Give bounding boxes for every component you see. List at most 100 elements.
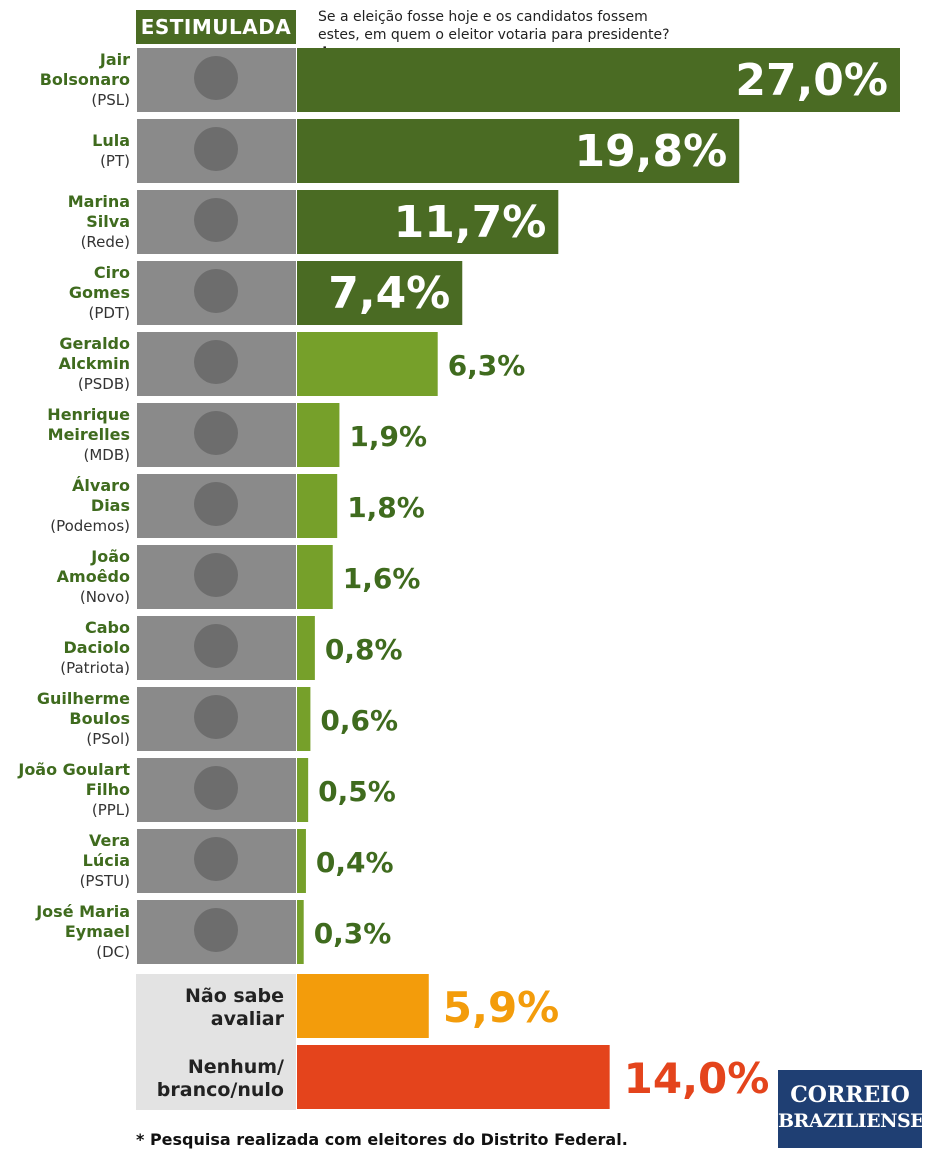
candidate-party: (PSTU): [80, 872, 130, 890]
portrait-icon: [194, 482, 238, 526]
value-label: 0,6%: [320, 704, 398, 737]
other-answer-label: branco/nulo: [157, 1079, 284, 1101]
candidate-name: João Goulart: [17, 760, 130, 779]
candidate-name: Amoêdo: [57, 567, 130, 586]
candidate-name: Silva: [86, 212, 130, 231]
candidate-name: Ciro: [94, 263, 130, 282]
logo-line-2: BRAZILIENSE: [778, 1110, 925, 1132]
portrait-icon: [194, 198, 238, 242]
portrait-icon: [194, 837, 238, 881]
candidate-name: Bolsonaro: [40, 70, 130, 89]
bar: [297, 403, 340, 467]
value-label: 14,0%: [624, 1054, 770, 1103]
portrait-icon: [194, 340, 238, 384]
candidate-name: Geraldo: [59, 334, 130, 353]
correio-braziliense-logo: CORREIO BRAZILIENSE: [778, 1070, 925, 1148]
bar: [297, 829, 306, 893]
portrait-icon: [194, 127, 238, 171]
bar: [297, 900, 304, 964]
value-label: 0,8%: [325, 633, 403, 666]
candidate-party: (MDB): [84, 446, 131, 464]
bar: [297, 545, 333, 609]
candidate-party: (PDT): [89, 304, 130, 322]
value-label: 0,3%: [314, 917, 392, 950]
value-label: 0,4%: [316, 846, 394, 879]
portrait-icon: [194, 56, 238, 100]
candidate-name: Dias: [91, 496, 130, 515]
candidate-party: (Rede): [81, 233, 130, 251]
other-answers-panel: [136, 974, 296, 1110]
bar: [297, 48, 900, 112]
candidate-name: Marina: [68, 192, 130, 211]
portrait-icon: [194, 766, 238, 810]
question-line: Se a eleição fosse hoje e os candidatos …: [318, 9, 670, 43]
value-label: 6,3%: [448, 349, 526, 382]
candidate-name: Alckmin: [58, 354, 130, 373]
portrait-icon: [194, 908, 238, 952]
value-label: 0,5%: [318, 775, 396, 808]
candidate-party: (Novo): [80, 588, 130, 606]
value-label: 5,9%: [443, 983, 559, 1032]
bar: [297, 332, 438, 396]
survey-type-tag: ESTIMULADA: [136, 10, 296, 44]
candidate-name: Daciolo: [63, 638, 130, 657]
candidate-row: Lula (PT) 19,8%: [92, 119, 740, 183]
candidate-name: Eymael: [65, 922, 130, 941]
candidate-name: João: [90, 547, 130, 566]
bar: [297, 190, 559, 254]
portrait-icon: [194, 269, 238, 313]
candidate-party: (Podemos): [50, 517, 130, 535]
bar: [297, 687, 311, 751]
candidate-party: (PSol): [86, 730, 130, 748]
portrait-icon: [194, 553, 238, 597]
candidate-name: Cabo: [85, 618, 130, 637]
candidate-name: Boulos: [69, 709, 130, 728]
candidate-name: Henrique: [47, 405, 130, 424]
footnote: * Pesquisa realizada com eleitores do Di…: [136, 1130, 628, 1149]
portrait-icon: [194, 411, 238, 455]
bar: [297, 974, 429, 1038]
candidate-name: José Maria: [35, 902, 130, 921]
candidate-name: Guilherme: [37, 689, 130, 708]
candidate-party: (PSL): [91, 91, 130, 109]
other-answer-label: Não sabe: [185, 985, 284, 1007]
bar: [297, 1045, 610, 1109]
portrait-icon: [194, 695, 238, 739]
value-label: 1,6%: [343, 562, 421, 595]
candidate-party: (PSDB): [78, 375, 130, 393]
candidate-name: Jair: [99, 50, 130, 69]
value-label: 1,9%: [349, 420, 427, 453]
candidate-name: Gomes: [69, 283, 130, 302]
candidate-party: (PPL): [92, 801, 130, 819]
candidate-name: Álvaro: [72, 476, 130, 495]
candidate-name: Lúcia: [83, 851, 130, 870]
logo-line-1: CORREIO: [790, 1082, 910, 1108]
bar: [297, 758, 309, 822]
value-label: 19,8%: [575, 126, 728, 177]
bar: [297, 261, 463, 325]
candidate-party: (Patriota): [60, 659, 130, 677]
candidate-name: Lula: [92, 131, 130, 150]
other-answer-label: Nenhum/: [188, 1056, 284, 1078]
bar: [297, 119, 740, 183]
portrait-icon: [194, 624, 238, 668]
candidate-name: Vera: [89, 831, 130, 850]
bar: [297, 616, 315, 680]
candidate-party: (DC): [96, 943, 130, 961]
candidate-party: (PT): [100, 152, 130, 170]
other-answer-label: avaliar: [211, 1008, 285, 1030]
value-label: 1,8%: [347, 491, 425, 524]
